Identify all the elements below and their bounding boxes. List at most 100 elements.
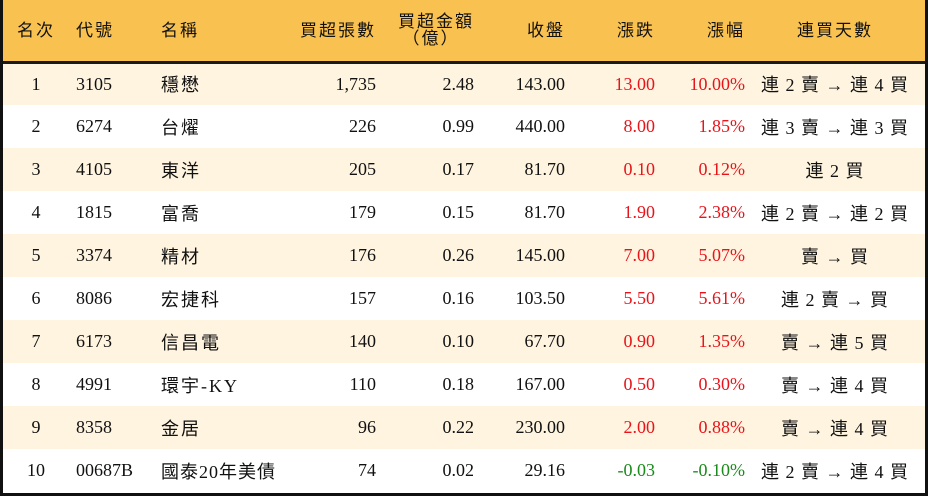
cell-name-text: 精材 [161,246,201,267]
cell-net-buy-amount: 0.02 [442,460,475,480]
table-row: 6 8086 宏捷科 157 0.16 103.50 5.50 5.61% 連 … [3,277,925,320]
header-net-buy-lots-label: 買超張數 [300,20,376,40]
cell-streak: 賣 → 連 4 買 [781,375,889,396]
cell-name-text: 金居 [161,418,201,439]
cell-code: 6173 [69,320,155,363]
cell-code-text: 6173 [76,331,112,351]
cell-name: 金居 [155,406,275,449]
cell-net-buy-amount: 0.99 [442,116,475,136]
cell-streak: 賣 → 連 4 買 [781,418,889,439]
cell-name-text: 國泰20年美債 [161,461,276,482]
cell-code-text: 4991 [76,374,112,394]
header-close-label: 收盤 [527,20,565,40]
table-row: 10 00687B 國泰20年美債 74 0.02 29.16 -0.03 -0… [3,449,925,492]
table-body: 1 3105 穩懋 1,735 2.48 143.00 13.00 10.00%… [3,62,925,492]
cell-net-buy-amount: 0.10 [442,331,475,351]
cell-name: 穩懋 [155,62,275,105]
cell-code-text: 1815 [76,202,112,222]
header-name: 名稱 [155,0,275,64]
cell-code: 6274 [69,105,155,148]
table-row: 4 1815 富喬 179 0.15 81.70 1.90 2.38% 連 2 … [3,191,925,234]
cell-name: 宏捷科 [155,277,275,320]
cell-change: 5.50 [623,288,656,308]
cell-streak: 連 2 賣 → 連 4 買 [761,75,909,96]
cell-net-buy-amount: 0.17 [442,159,475,179]
table-row: 3 4105 東洋 205 0.17 81.70 0.10 0.12% 連 2 … [3,148,925,191]
cell-rank: 7 [31,331,41,351]
cell-change: 7.00 [623,245,656,265]
cell-change-pct: 5.61% [698,288,746,308]
header-row: 名次 代號 名稱 買超張數 買超金額 （億） 收盤 漲跌 漲幅 連買天數 [3,0,925,64]
cell-code: 1815 [69,191,155,234]
cell-change: -0.03 [617,460,656,480]
table-row: 5 3374 精材 176 0.26 145.00 7.00 5.07% 賣 →… [3,234,925,277]
cell-net-buy-lots: 176 [349,245,376,265]
cell-net-buy-lots: 140 [349,331,376,351]
cell-close: 67.70 [524,331,566,351]
cell-code-text: 00687B [76,460,134,480]
cell-net-buy-lots: 157 [349,288,376,308]
cell-change-pct: 1.35% [698,331,746,351]
table-row: 9 8358 金居 96 0.22 230.00 2.00 0.88% 賣 → … [3,406,925,449]
cell-rank: 2 [31,116,41,136]
header-net-buy-lots: 買超張數 [275,0,376,64]
cell-rank: 4 [31,202,41,222]
cell-name: 信昌電 [155,320,275,363]
cell-code: 00687B [69,449,155,492]
cell-code-text: 3374 [76,245,112,265]
cell-change-pct: 5.07% [698,245,746,265]
cell-close: 81.70 [524,159,566,179]
cell-name-text: 東洋 [161,160,201,181]
cell-change: 0.10 [623,159,656,179]
cell-change: 0.90 [623,331,656,351]
cell-change-pct: 1.85% [698,116,746,136]
cell-change-pct: -0.10% [692,460,746,480]
header-change-pct: 漲幅 [655,0,745,64]
table-row: 7 6173 信昌電 140 0.10 67.70 0.90 1.35% 賣 →… [3,320,925,363]
cell-net-buy-lots: 205 [349,159,376,179]
cell-streak: 賣 → 連 5 買 [781,332,889,353]
cell-name-text: 信昌電 [161,332,221,353]
cell-code: 4105 [69,148,155,191]
header-net-buy-amount-line1: 買超金額 [398,12,474,32]
cell-streak: 連 3 賣 → 連 3 買 [761,117,909,138]
cell-net-buy-amount: 0.22 [442,417,475,437]
cell-name: 精材 [155,234,275,277]
header-close: 收盤 [474,0,565,64]
cell-name: 東洋 [155,148,275,191]
cell-rank: 6 [31,288,41,308]
cell-change: 0.50 [623,374,656,394]
header-code: 代號 [69,0,155,64]
cell-change-pct: 2.38% [698,202,746,222]
cell-change: 13.00 [614,73,656,94]
header-net-buy-amount: 買超金額 （億） [376,0,474,64]
cell-streak: 賣 → 買 [801,246,869,267]
cell-net-buy-lots: 96 [358,417,376,437]
cell-code: 8358 [69,406,155,449]
cell-code-text: 4105 [76,159,112,179]
table-header: 名次 代號 名稱 買超張數 買超金額 （億） 收盤 漲跌 漲幅 連買天數 [3,0,925,64]
cell-name-text: 台燿 [161,117,201,138]
cell-name-text: 宏捷科 [161,289,221,310]
cell-net-buy-amount: 0.16 [442,288,475,308]
cell-streak: 連 2 賣 → 連 4 買 [761,461,909,482]
header-name-label: 名稱 [161,20,199,40]
cell-code: 3374 [69,234,155,277]
cell-streak: 連 2 賣 → 買 [781,289,889,310]
cell-net-buy-amount: 0.18 [442,374,475,394]
cell-change-pct: 10.00% [689,73,746,94]
cell-net-buy-lots: 226 [349,116,376,136]
cell-name-text: 穩懋 [161,75,201,96]
cell-code-text: 8086 [76,288,112,308]
cell-name-text: 富喬 [161,203,201,224]
cell-name-text: 環宇-KY [161,375,239,396]
header-change: 漲跌 [565,0,655,64]
cell-code-text: 3105 [76,73,112,94]
cell-name: 環宇-KY [155,363,275,406]
cell-code-text: 8358 [76,417,112,437]
cell-close: 440.00 [515,116,566,136]
cell-change-pct: 0.30% [698,374,746,394]
cell-code: 8086 [69,277,155,320]
cell-rank: 10 [27,460,45,480]
